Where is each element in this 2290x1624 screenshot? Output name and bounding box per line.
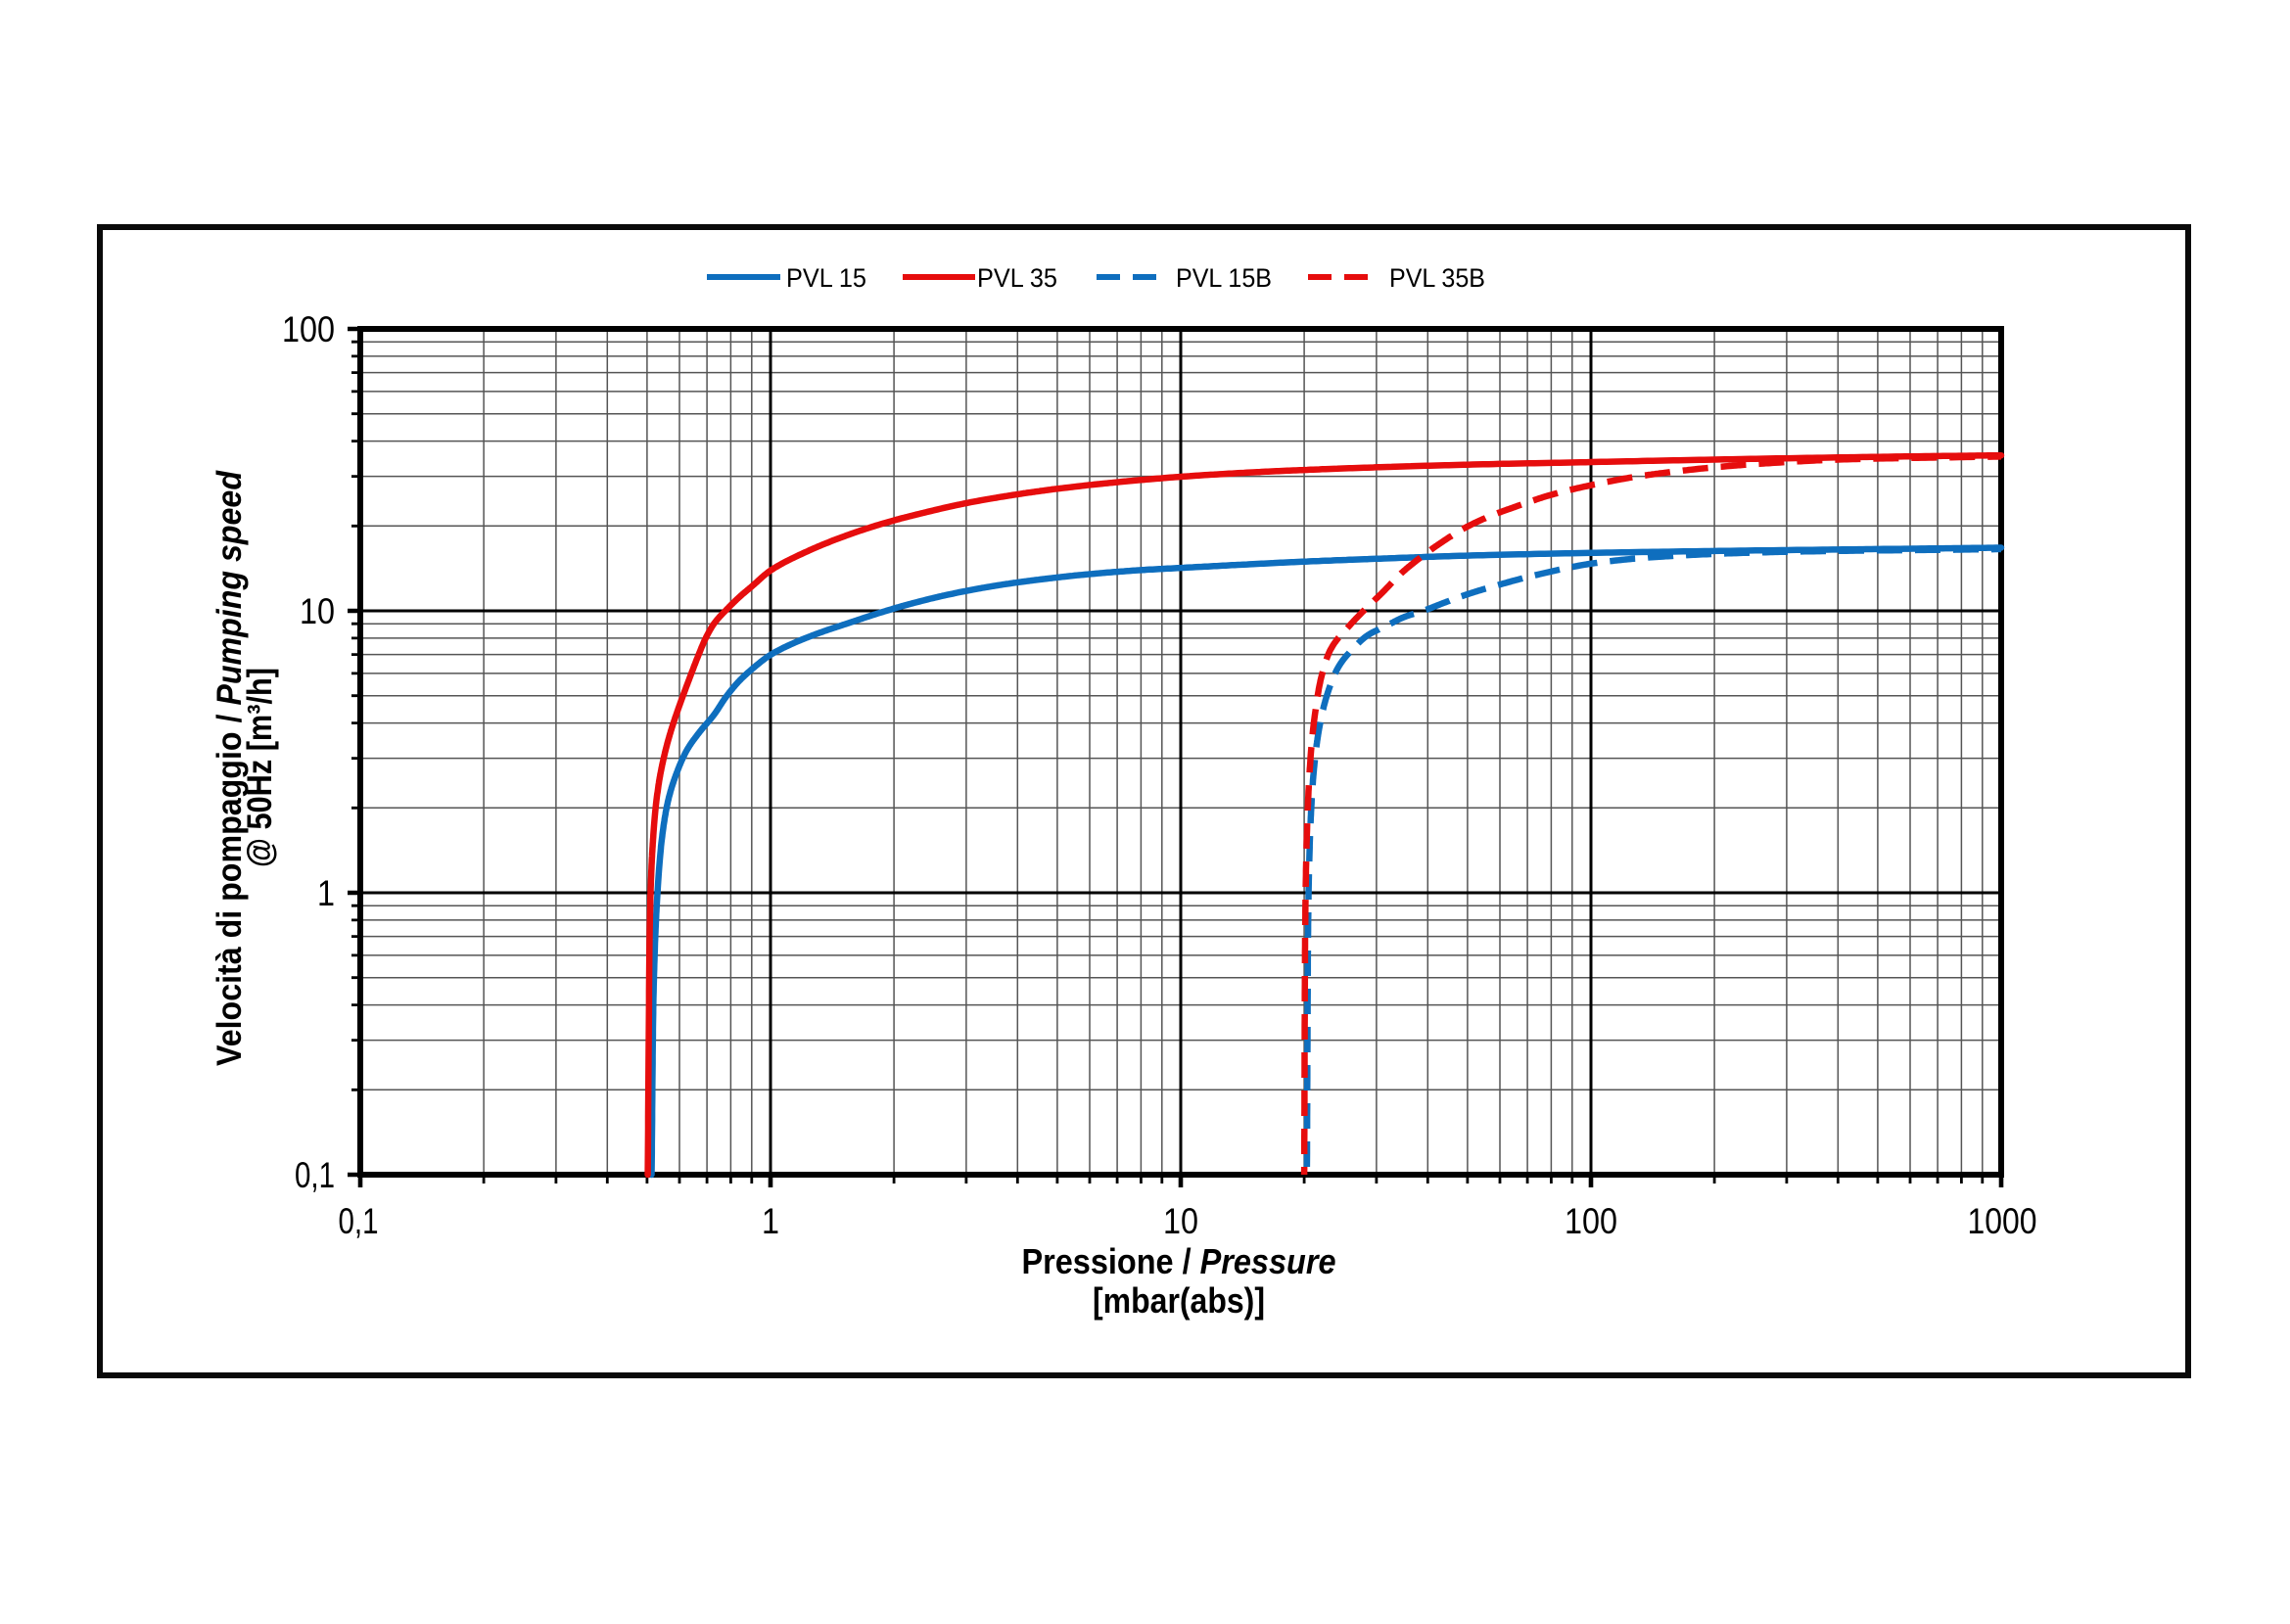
svg-text:100: 100 xyxy=(1565,1201,1617,1241)
svg-text:10: 10 xyxy=(1163,1201,1198,1241)
svg-text:[mbar(abs)]: [mbar(abs)] xyxy=(1093,1280,1265,1321)
svg-text:Velocità di pompaggio / Pumpin: Velocità di pompaggio / Pumping speed xyxy=(210,470,249,1066)
svg-text:1: 1 xyxy=(317,873,335,913)
svg-text:0,1: 0,1 xyxy=(339,1201,379,1241)
svg-text:@ 50Hz [m³/h]: @ 50Hz [m³/h] xyxy=(241,668,279,867)
svg-text:1: 1 xyxy=(762,1201,779,1241)
svg-text:10: 10 xyxy=(300,591,335,631)
svg-text:PVL 35B: PVL 35B xyxy=(1389,263,1485,293)
svg-text:PVL 15: PVL 15 xyxy=(786,263,866,293)
svg-text:PVL 35: PVL 35 xyxy=(977,263,1057,293)
svg-text:PVL 15B: PVL 15B xyxy=(1176,263,1272,293)
svg-text:1000: 1000 xyxy=(1968,1201,2037,1241)
svg-text:Pressione / Pressure: Pressione / Pressure xyxy=(1022,1241,1336,1281)
svg-text:0,1: 0,1 xyxy=(295,1155,335,1195)
svg-text:100: 100 xyxy=(282,309,335,349)
